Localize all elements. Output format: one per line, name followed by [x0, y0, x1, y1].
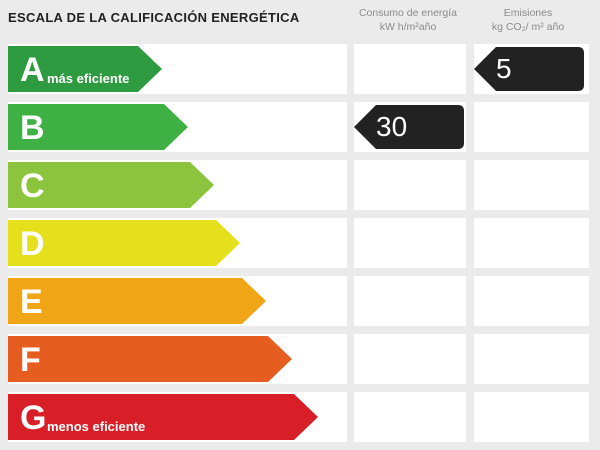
rating-arrow-c: C [8, 162, 214, 208]
rating-arrow-g: G menos eficiente [8, 394, 318, 440]
emissions-cell [474, 218, 589, 268]
arrow-shape [8, 336, 292, 382]
badge-shape [354, 105, 464, 149]
energy-cell [354, 44, 466, 94]
arrow-shape [8, 46, 162, 92]
energy-cell [354, 160, 466, 210]
rating-sublabel: más eficiente [47, 71, 130, 86]
emissions-header-label: Emisiones [503, 7, 553, 19]
rating-letter: G [20, 399, 47, 437]
energy-column-header: Consumo de energía kW h/m²año [352, 6, 464, 34]
arrow-shape [8, 278, 266, 324]
energy-value: 30 [376, 111, 408, 142]
rating-letter: F [20, 341, 41, 379]
rating-letter: A [20, 51, 45, 89]
arrow-shape [8, 104, 188, 150]
rating-arrow-a: A más eficiente [8, 46, 162, 92]
energy-cell [354, 392, 466, 442]
energy-badge: 30 [354, 105, 464, 149]
emissions-header-unit: kg CO₂/ m² año [491, 21, 565, 33]
rating-letter: C [20, 167, 45, 205]
badge-shape [474, 47, 584, 91]
rating-sublabel: menos eficiente [47, 419, 146, 434]
rating-letter: E [20, 283, 43, 321]
energy-cell [354, 334, 466, 384]
rating-letter: D [20, 225, 45, 263]
emissions-value: 5 [496, 53, 512, 84]
rating-arrow-b: B [8, 104, 188, 150]
emissions-cell [474, 102, 589, 152]
rating-arrow-d: D [8, 220, 240, 266]
arrow-shape [8, 162, 214, 208]
page-title: ESCALA DE LA CALIFICACIÓN ENERGÉTICA [8, 10, 300, 25]
energy-cell [354, 218, 466, 268]
emissions-cell [474, 334, 589, 384]
emissions-column-header: Emisiones kg CO₂/ m² año [472, 6, 584, 34]
arrow-shape [8, 394, 318, 440]
emissions-badge: 5 [474, 47, 584, 91]
emissions-cell [474, 392, 589, 442]
emissions-cell [474, 276, 589, 326]
energy-header-unit: kW h/m²año [379, 21, 437, 33]
emissions-cell [474, 160, 589, 210]
energy-header-label: Consumo de energía [358, 7, 458, 19]
rating-arrow-f: F [8, 336, 292, 382]
rating-arrow-e: E [8, 278, 266, 324]
energy-cell [354, 276, 466, 326]
arrow-shape [8, 220, 240, 266]
rating-letter: B [20, 109, 45, 147]
